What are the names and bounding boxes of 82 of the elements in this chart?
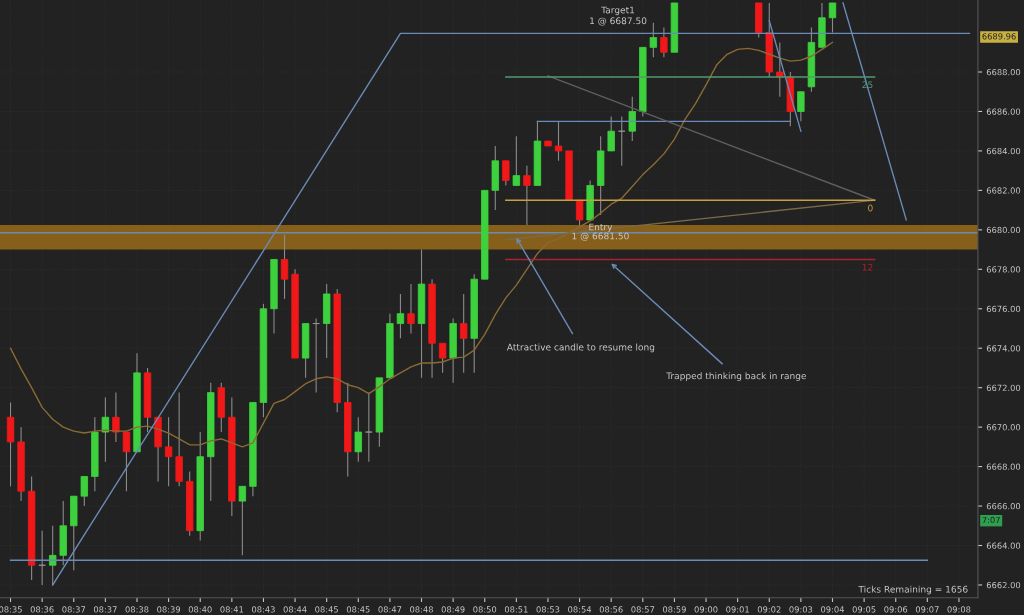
x-tick-label: 08:37 (62, 606, 86, 613)
y-tick-label: 6678.00 (986, 266, 1021, 273)
x-tick-label: 09:01 (726, 606, 749, 613)
x-tick-label: 08:36 (30, 606, 54, 613)
x-tick-label: 08:38 (125, 606, 149, 613)
candlestick (238, 485, 247, 556)
y-tick-label: 6682.00 (986, 187, 1021, 194)
x-tick-label: 08:39 (157, 606, 181, 613)
x-tick-label: 08:57 (631, 606, 655, 613)
candlestick (354, 416, 362, 463)
annotation: Target1 (601, 6, 635, 16)
x-tick-label: 09:06 (884, 606, 908, 613)
x-tick-label: 09:08 (947, 606, 971, 613)
text: 7:07 (982, 516, 1000, 524)
y-tick-label: 6664.00 (986, 542, 1021, 549)
y-tick-label: 6680.00 (986, 226, 1021, 234)
candlestick (407, 283, 415, 334)
x-tick-label: 09:02 (757, 606, 781, 613)
x-tick-label: 08:43 (251, 606, 275, 613)
y-tick-label: 6684.00 (986, 147, 1021, 155)
candlestick (80, 475, 88, 507)
candlestick (101, 396, 110, 463)
candlestick (575, 199, 584, 226)
candlestick (122, 431, 131, 492)
candlestick (112, 392, 120, 443)
x-tick-label: 09:04 (821, 606, 845, 613)
candlestick (459, 293, 468, 374)
x-tick-label: 08:49 (441, 606, 465, 613)
x-tick-label: 08:45 (346, 606, 370, 613)
y-tick-label: 6670.00 (986, 424, 1021, 431)
y-tick-label: 6688.00 (986, 68, 1021, 76)
x-tick-label: 08:47 (378, 606, 402, 613)
y-tick-label: 6662.00 (986, 581, 1021, 589)
x-tick-label: 09:07 (915, 606, 939, 613)
candlestick (396, 293, 405, 339)
candlestick (828, 2, 837, 34)
candlestick (797, 91, 805, 122)
x-tick-label: 08:56 (599, 606, 623, 613)
y-tick-label: 6672.00 (986, 384, 1021, 391)
candlestick (523, 165, 531, 226)
candlestick (554, 120, 563, 162)
candlestick (649, 22, 658, 58)
y-tick-label: 6674.00 (986, 345, 1021, 352)
candlestick (502, 160, 510, 187)
annotation: Attractive candle to resume long (506, 343, 655, 353)
y-tick-label: 6686.00 (986, 108, 1021, 115)
candlestick (776, 41, 784, 98)
candlestick (280, 234, 289, 300)
x-tick-label: 09:03 (789, 606, 813, 613)
x-tick-label: 08:50 (473, 606, 497, 613)
annotation: Trapped thinking back in range (666, 372, 807, 381)
x-tick-label: 08:44 (283, 606, 307, 613)
x-tick-label: 09:00 (694, 606, 718, 613)
candlestick (660, 27, 668, 58)
x-tick-label: 08:59 (662, 606, 686, 613)
text: 6689.96 (982, 33, 1016, 40)
candlestick (512, 135, 521, 187)
series-label: 0 (868, 204, 873, 212)
x-tick-label: 08:37 (93, 606, 117, 613)
y-tick-label: 6676.00 (986, 305, 1021, 313)
y-tick-label: 6668.00 (986, 463, 1021, 470)
annotation: 1 @ 6681.50 (572, 232, 629, 241)
candlestick (628, 96, 636, 142)
x-tick-label: 09:05 (852, 606, 876, 613)
x-tick-label: 08:45 (315, 606, 338, 613)
x-tick-label: 08:51 (504, 606, 528, 613)
candlestick (49, 525, 57, 586)
annotation: Entry (589, 223, 613, 233)
annotation: Ticks Remaining = 1656 (858, 585, 968, 595)
y-tick-label: 6666.00 (986, 503, 1021, 510)
candlestick (607, 115, 615, 152)
x-tick-label: 08:48 (410, 606, 433, 613)
x-tick-label: 08:35 (0, 606, 22, 613)
x-tick-label: 08:53 (536, 606, 560, 613)
candlestick (438, 342, 447, 374)
series-label: 12 (862, 263, 873, 271)
x-tick-label: 08:41 (220, 606, 244, 613)
candlestick (365, 392, 373, 463)
annotation: 1 @ 6687.50 (590, 17, 647, 26)
x-tick-label: 08:40 (188, 606, 212, 613)
x-tick-label: 08:54 (568, 606, 592, 613)
candlestick (164, 416, 173, 487)
